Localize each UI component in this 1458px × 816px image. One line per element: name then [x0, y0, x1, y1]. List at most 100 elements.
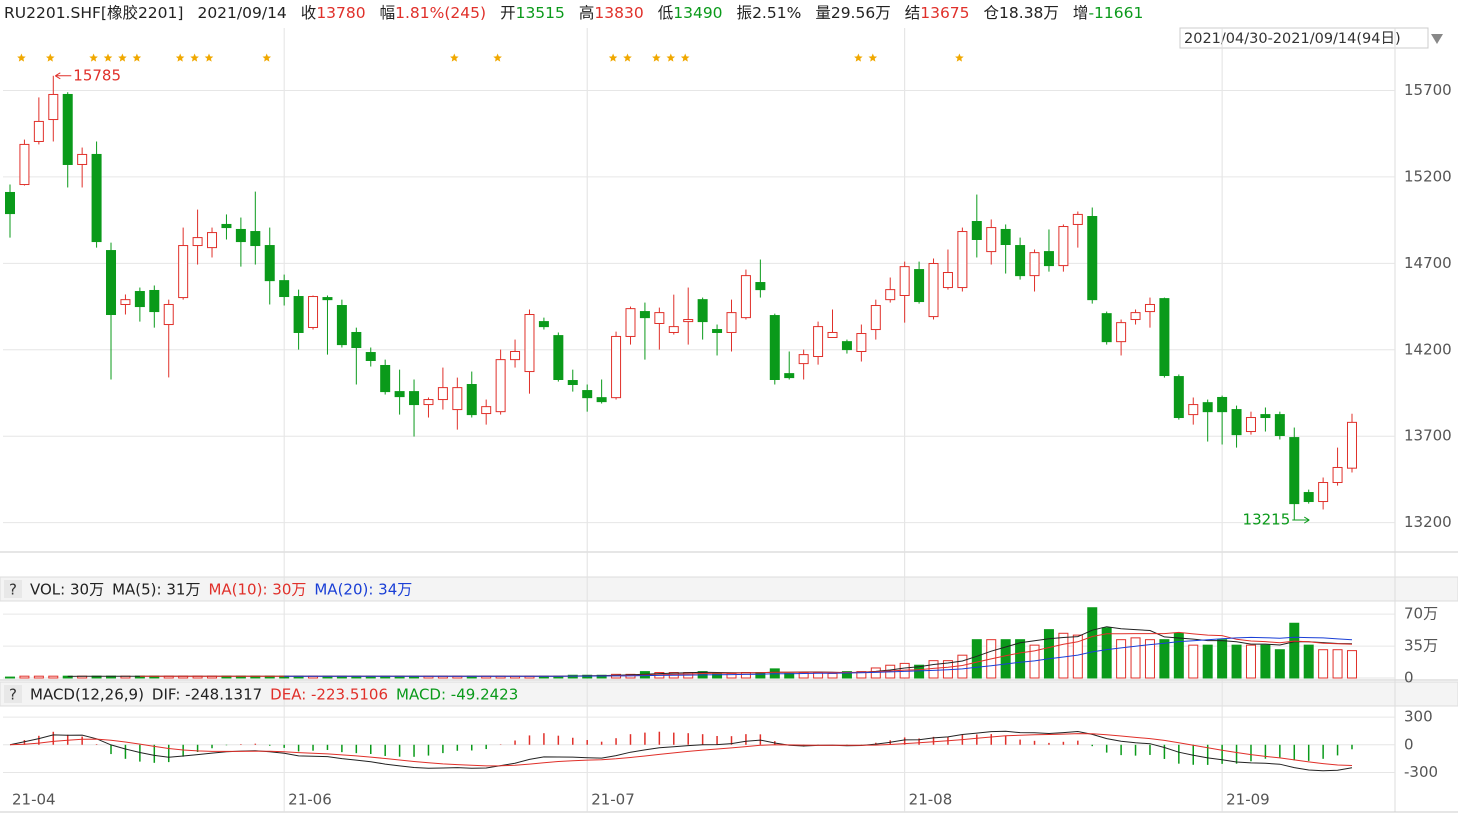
- help-icon[interactable]: [4, 580, 22, 598]
- candle-body: [221, 223, 232, 229]
- candle-body: [19, 143, 30, 186]
- dropdown-arrow[interactable]: [1431, 34, 1443, 44]
- field-value: 18.38万: [999, 4, 1059, 22]
- help-icon-mark[interactable]: ?: [9, 686, 17, 704]
- volume-bar: [827, 672, 838, 679]
- candle-body: [813, 326, 824, 358]
- event-star: [103, 53, 113, 62]
- legend-item: DIF: -248.1317: [152, 686, 262, 704]
- event-star: [868, 53, 878, 62]
- event-star: [190, 53, 199, 62]
- field-label: 增: [1072, 4, 1089, 22]
- candle-body: [784, 373, 795, 379]
- y-tick-label: 15200: [1404, 167, 1452, 185]
- field-value: 13490: [673, 4, 723, 22]
- candle-body: [1159, 298, 1170, 377]
- volume-bar: [841, 671, 852, 679]
- candle-body: [1217, 396, 1228, 413]
- candle-body: [971, 221, 982, 240]
- field-label: 低: [657, 4, 674, 22]
- legend-item: VOL: 30万: [30, 581, 104, 599]
- volume-bar: [1202, 644, 1213, 679]
- event-star: [204, 53, 214, 62]
- x-tick-label: 21-04: [12, 791, 56, 809]
- volume-bar: [1188, 644, 1199, 679]
- candle-body: [668, 326, 679, 333]
- candle-body: [308, 296, 319, 328]
- event-star: [608, 53, 618, 62]
- event-star: [666, 53, 676, 62]
- range-label[interactable]: 2021/04/30-2021/09/14(94日): [1184, 31, 1401, 47]
- volume-bar: [567, 674, 578, 679]
- y-tick-label: 14700: [1404, 254, 1452, 272]
- candle-body: [582, 390, 593, 399]
- candle-body: [481, 406, 492, 415]
- help-icon[interactable]: [4, 685, 22, 703]
- candle-body: [452, 387, 463, 411]
- x-tick-label: 21-08: [909, 791, 953, 809]
- candle-body: [798, 354, 809, 365]
- candle-body: [1245, 417, 1256, 433]
- candle-body: [1202, 402, 1213, 413]
- candle-body: [625, 308, 636, 337]
- field-label: 开: [500, 4, 516, 22]
- event-star: [89, 53, 98, 62]
- candle-body: [654, 312, 665, 324]
- legend-item: MA(5): 31万: [112, 581, 200, 599]
- candle-body: [726, 312, 737, 333]
- candle-body: [235, 228, 246, 243]
- candle-body: [380, 364, 391, 393]
- candle-body: [1015, 245, 1026, 277]
- field-value: 13780: [316, 4, 366, 22]
- candle-body: [1289, 437, 1300, 505]
- candle-body: [394, 391, 405, 398]
- field-label: 量: [815, 4, 831, 22]
- candle-body: [1260, 414, 1271, 419]
- event-star: [623, 53, 632, 62]
- volume-bar: [1231, 644, 1242, 679]
- event-star: [262, 53, 271, 62]
- event-star: [652, 53, 661, 62]
- candle-body: [1130, 312, 1141, 321]
- x-tick-label: 21-07: [591, 791, 635, 809]
- candle-body: [1144, 303, 1155, 313]
- candle-body: [48, 93, 59, 121]
- x-tick-label: 21-09: [1226, 791, 1270, 809]
- y-tick-label: -300: [1404, 763, 1438, 781]
- candle-body: [769, 315, 780, 380]
- candle-body: [755, 282, 766, 291]
- candle-body: [1231, 409, 1242, 436]
- candle-body: [163, 303, 174, 326]
- candle-body: [5, 191, 15, 215]
- volume-bar: [48, 675, 59, 679]
- dea-line: [9, 733, 1353, 767]
- range-box[interactable]: [1179, 27, 1429, 49]
- volume-bar: [1101, 627, 1112, 679]
- candle-body: [928, 263, 939, 318]
- candle-body: [611, 335, 622, 399]
- x-tick-label: 21-06: [288, 791, 332, 809]
- ma-line: [139, 631, 1353, 677]
- event-star: [17, 53, 26, 62]
- ma-line: [284, 636, 1353, 677]
- candle-body: [986, 227, 997, 253]
- field-value: 13830: [594, 4, 644, 22]
- candle-body: [293, 296, 304, 333]
- candle-body: [250, 231, 261, 247]
- volume-bar: [971, 639, 982, 679]
- candle-body: [740, 275, 751, 319]
- field-label: 高: [578, 4, 595, 22]
- macd-header: [0, 681, 1458, 707]
- field-label: 结: [904, 4, 921, 22]
- volume-bar: [1332, 649, 1343, 679]
- help-icon-mark[interactable]: ?: [9, 581, 17, 599]
- candle-body: [697, 299, 708, 323]
- field-value: 13515: [515, 4, 565, 22]
- volume-bar: [5, 676, 15, 679]
- candle-body: [510, 350, 521, 361]
- y-tick-label: 15700: [1404, 81, 1452, 99]
- candle-body: [553, 335, 564, 380]
- volume-bar: [1043, 629, 1054, 679]
- candle-body: [1058, 226, 1069, 267]
